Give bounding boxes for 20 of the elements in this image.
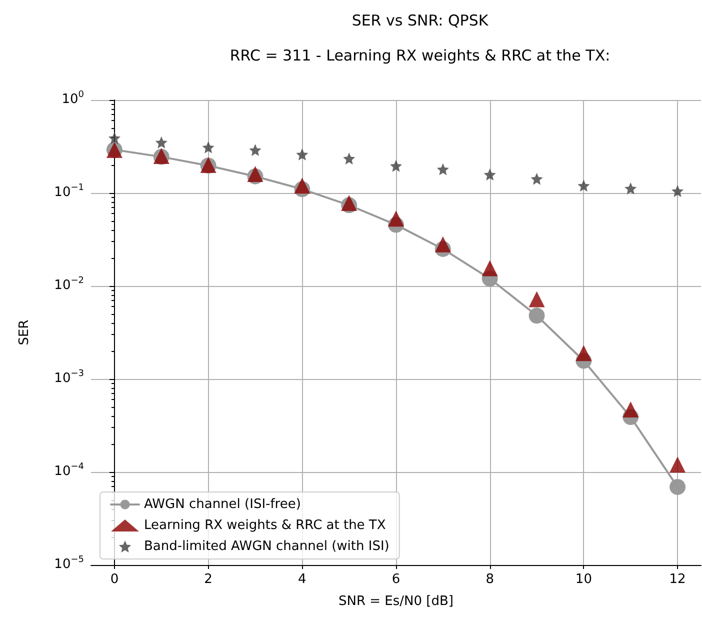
y-axis-title: SER (17, 320, 32, 346)
x-tick-label: 12 (669, 572, 686, 587)
x-axis-title: SNR = Es/N0 [dB] (338, 594, 454, 609)
y-tick-label: 10$^{−5}$ (54, 555, 84, 574)
x-tick-label: 2 (204, 572, 212, 587)
y-tick-label: 10$^{−2}$ (54, 276, 84, 295)
x-tick-label: 8 (486, 572, 494, 587)
y-tick-label: 10$^{−4}$ (54, 462, 84, 481)
x-tick-label: 6 (392, 572, 400, 587)
x-tick-label: 10 (575, 572, 592, 587)
y-tick-label: 10$^{−3}$ (54, 369, 84, 388)
y-tick-label: 10$^{−1}$ (54, 183, 84, 202)
legend-label: AWGN channel (ISI-free) (144, 497, 301, 512)
x-tick-label: 4 (298, 572, 306, 587)
legend-label: Learning RX weights & RRC at the TX (144, 518, 386, 533)
y-tick-label: 10$^{0}$ (62, 90, 84, 109)
chart-subtitle: RRC = 311 - Learning RX weights & RRC at the TX: (230, 46, 610, 64)
x-tick-label: 0 (110, 572, 119, 587)
chart-title: SER vs SNR: QPSK (352, 12, 490, 30)
legend-label: Band-limited AWGN channel (with ISI) (144, 539, 390, 554)
